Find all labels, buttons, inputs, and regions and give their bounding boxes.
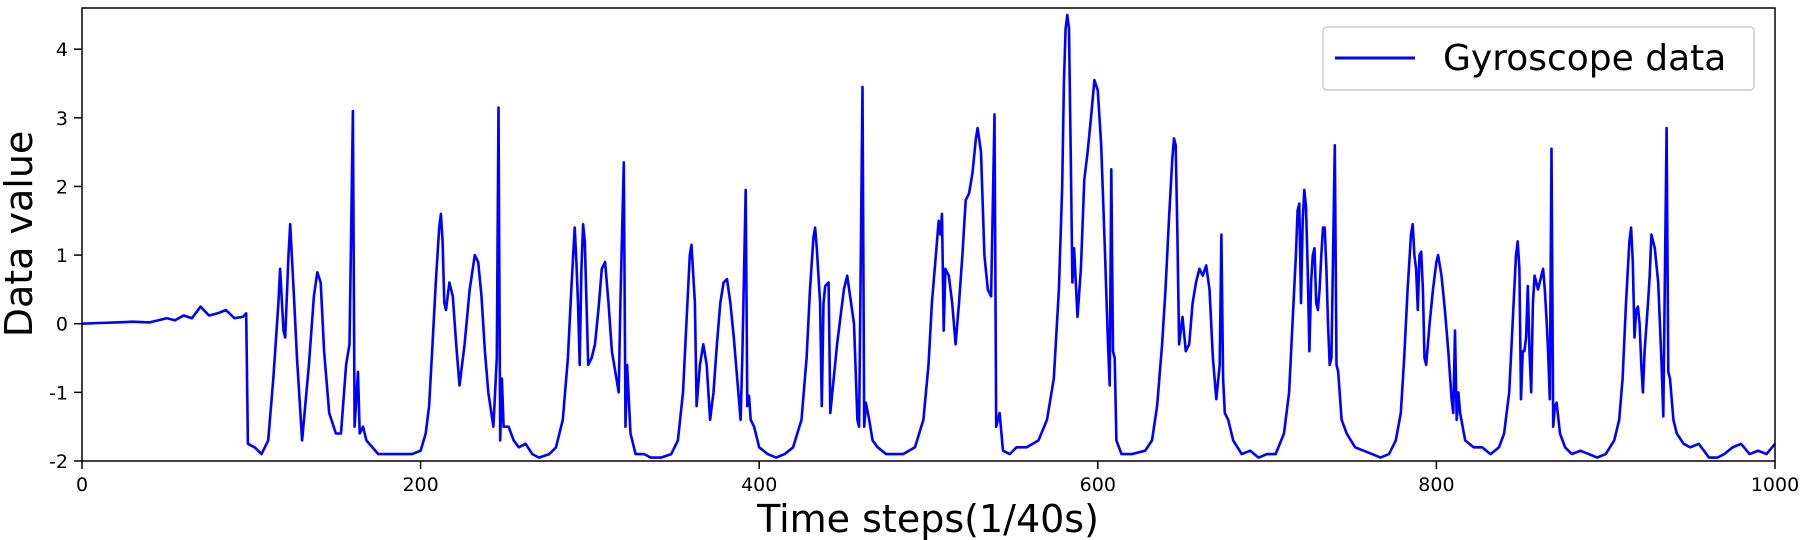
y-tick-label: 2: [56, 176, 68, 198]
y-tick-label: 3: [56, 108, 68, 130]
y-tick-label: -1: [49, 382, 68, 404]
x-tick-label: 800: [1418, 474, 1454, 496]
legend-box: [1322, 26, 1755, 91]
legend-entry-gyroscope: Gyroscope data: [1443, 38, 1726, 79]
x-tick-label: 600: [1080, 474, 1116, 496]
y-axis-ticks: -2 -1 0 1 2 3 4: [49, 39, 82, 473]
x-tick-label: 1000: [1751, 474, 1799, 496]
x-tick-label: 200: [402, 474, 438, 496]
x-axis-label: Time steps(1/40s): [756, 497, 1099, 540]
y-tick-label: 4: [56, 39, 68, 61]
x-axis-ticks: 0 200 400 600 800 1000: [76, 461, 1799, 496]
plot-frame: [81, 7, 1776, 462]
x-tick-label: 0: [76, 474, 88, 496]
x-tick-label: 400: [741, 474, 777, 496]
y-tick-label: -2: [49, 451, 68, 473]
y-axis-label: Data value: [0, 131, 41, 338]
y-tick-label: 1: [56, 245, 68, 267]
legend: Gyroscope data: [1322, 26, 1755, 91]
y-tick-label: 0: [56, 314, 68, 336]
series-line-gyroscope: [81, 13, 1777, 459]
